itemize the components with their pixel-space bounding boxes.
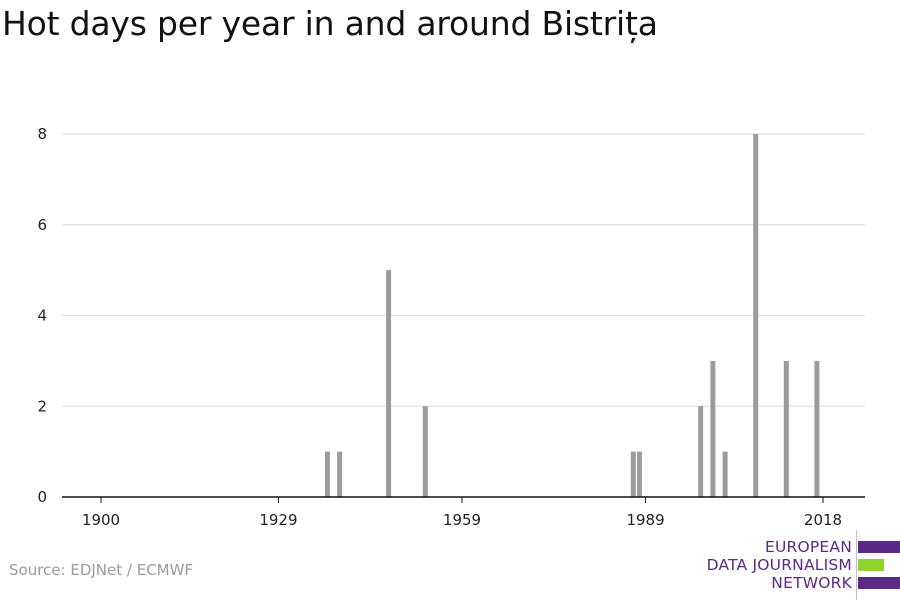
x-tick-label-1900: 1900 bbox=[82, 511, 120, 529]
chart-title: Hot days per year in and around Bistrița bbox=[2, 4, 658, 43]
y-tick-label-0: 0 bbox=[37, 488, 47, 506]
logo-bar-green bbox=[858, 559, 884, 571]
logo-bar-purple-top bbox=[858, 541, 900, 553]
x-tick-label-1959: 1959 bbox=[443, 511, 481, 529]
x-tick-label-1929: 1929 bbox=[259, 511, 297, 529]
bar-1987 bbox=[630, 451, 636, 497]
source-note: Source: EDJNet / ECMWF bbox=[9, 561, 194, 579]
bar-1947 bbox=[386, 270, 392, 497]
x-tick-label-1989: 1989 bbox=[626, 511, 664, 529]
bar-2017 bbox=[814, 360, 820, 497]
edjnet-logo: EUROPEAN DATA JOURNALISM NETWORK bbox=[700, 528, 900, 600]
y-tick-label-4: 4 bbox=[37, 307, 47, 325]
bar-chart: 0 2 4 6 8 1900 1929 1959 1989 2018 bbox=[37, 125, 865, 529]
logo-divider bbox=[856, 530, 857, 600]
bar-2012 bbox=[783, 360, 789, 497]
bar-2002 bbox=[722, 451, 728, 497]
bar-2007 bbox=[753, 134, 759, 497]
y-tick-label-2: 2 bbox=[37, 397, 47, 415]
y-tick-label-6: 6 bbox=[37, 216, 47, 234]
bar-1939 bbox=[337, 451, 343, 497]
logo-line-2: DATA JOURNALISM bbox=[706, 556, 852, 574]
bar-2000 bbox=[710, 360, 716, 497]
bar-1988 bbox=[636, 451, 642, 497]
x-tick-label-2018: 2018 bbox=[804, 511, 842, 529]
bar-1998 bbox=[698, 406, 704, 497]
logo-line-1: EUROPEAN bbox=[764, 538, 852, 556]
bar-1953 bbox=[422, 406, 428, 497]
y-tick-label-8: 8 bbox=[37, 125, 47, 143]
logo-line-3: NETWORK bbox=[771, 574, 852, 592]
logo-bar-purple-bottom bbox=[858, 577, 900, 589]
bar-1937 bbox=[324, 451, 330, 497]
